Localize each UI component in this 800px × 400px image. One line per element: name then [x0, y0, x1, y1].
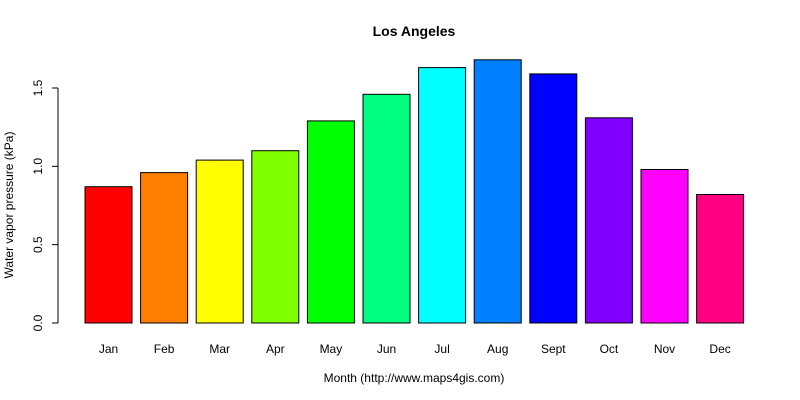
- bar-may: [306, 120, 355, 324]
- x-tick-label: May: [320, 342, 343, 356]
- x-tick-label: Sept: [541, 342, 566, 356]
- x-tick-label: Jan: [99, 342, 118, 356]
- x-axis-label: Month (http://www.maps4gis.com): [324, 371, 505, 385]
- y-axis: 0.0 0.5 1.0 1.5: [31, 79, 59, 331]
- bar-sept: [529, 73, 578, 324]
- x-tick-label: Feb: [154, 342, 175, 356]
- x-tick-label: Oct: [600, 342, 619, 356]
- y-tick-label: 1.5: [31, 79, 45, 96]
- x-tick-label: Aug: [487, 342, 508, 356]
- x-tick-label: Apr: [266, 342, 285, 356]
- chart-title: Los Angeles: [373, 23, 456, 39]
- bar-feb: [140, 172, 189, 324]
- bar-jul: [418, 67, 467, 324]
- x-tick-labels: Jan Feb Mar Apr May Jun Jul Aug Sept Oct Nov Dec: [99, 342, 731, 356]
- bar-jan: [84, 186, 133, 324]
- bar-mar: [195, 159, 244, 324]
- x-tick-label: Dec: [709, 342, 730, 356]
- bar-nov: [640, 169, 689, 324]
- y-tick-label: 0.0: [31, 314, 45, 331]
- bar-jun: [362, 93, 411, 324]
- x-tick-label: Jun: [377, 342, 396, 356]
- y-tick-label: 0.5: [31, 236, 45, 253]
- bar-dec: [696, 194, 745, 324]
- x-tick-label: Jul: [434, 342, 449, 356]
- bar-oct: [584, 117, 633, 324]
- bars-group: [84, 59, 745, 324]
- x-tick-label: Nov: [654, 342, 675, 356]
- bar-aug: [473, 59, 522, 324]
- x-tick-label: Mar: [209, 342, 230, 356]
- bar-apr: [251, 150, 300, 324]
- y-tick-label: 1.0: [31, 158, 45, 175]
- y-axis-label: Water vapor pressure (kPa): [2, 132, 16, 279]
